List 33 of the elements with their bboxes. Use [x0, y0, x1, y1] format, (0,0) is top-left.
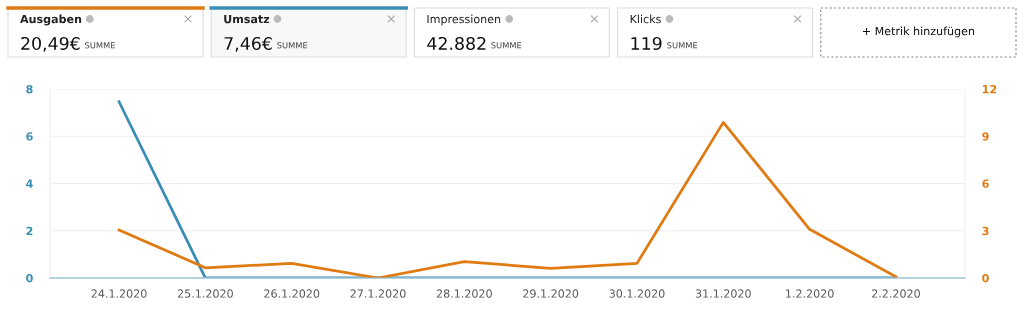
y-tick-label: 0 [26, 273, 33, 283]
text: Impressionen [427, 14, 501, 26]
x-tick-label: 25.1.2020 [177, 289, 233, 298]
text: SUMME [277, 42, 308, 49]
x-tick-label: 28.1.2020 [436, 289, 492, 298]
text: Ausgaben [20, 14, 82, 26]
x-tick-label: 24.1.2020 [91, 289, 147, 298]
x-tick-label: 1.2.2020 [786, 289, 834, 298]
y2-tick-label: 0 [982, 273, 989, 283]
y2-tick-label: 3 [982, 226, 989, 236]
text: + Metrik hinzufügen [862, 26, 975, 38]
x-tick-label: 26.1.2020 [264, 289, 320, 298]
text: 20,49€ [21, 36, 80, 52]
text: 7,46€ [224, 36, 272, 52]
y2-tick-label: 9 [982, 132, 989, 141]
x-tick-label: 30.1.2020 [609, 289, 665, 298]
x-tick-label: 27.1.2020 [350, 289, 406, 298]
x-tick-label: 2.2.2020 [872, 289, 920, 298]
y-tick-label: 2 [26, 226, 33, 235]
text: 119 [631, 36, 662, 51]
y-tick-label: 4 [26, 179, 33, 188]
y-tick-label: 6 [26, 132, 33, 141]
x-tick-label: 31.1.2020 [695, 289, 751, 298]
text: 42.882 [427, 36, 486, 51]
text: Klicks [630, 14, 661, 24]
y-tick-label: 8 [26, 84, 33, 94]
x-tick-label: 29.1.2020 [523, 289, 579, 298]
text: SUMME [667, 42, 698, 49]
text: SUMME [85, 42, 115, 49]
y2-tick-label: 12 [982, 84, 997, 94]
y2-tick-label: 6 [982, 179, 989, 188]
text: Umsatz [224, 14, 270, 24]
text: SUMME [491, 42, 522, 49]
